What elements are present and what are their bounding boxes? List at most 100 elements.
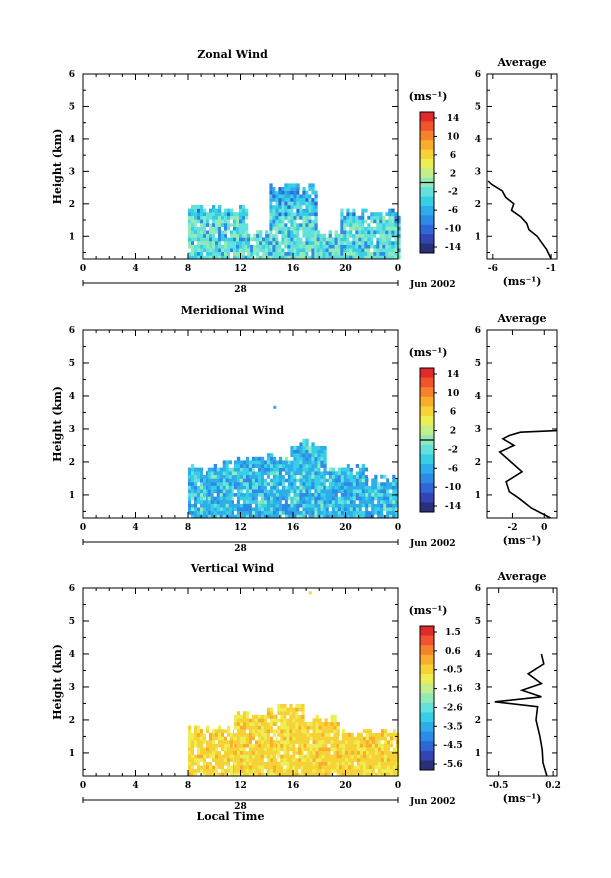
heatmap-cell (266, 743, 271, 748)
average-title: Average (496, 56, 546, 69)
x-tick-label: 20 (339, 264, 352, 274)
colorbar-swatch (420, 464, 434, 474)
heatmap-cell (236, 765, 241, 770)
heatmap-cell (227, 740, 231, 744)
heatmap-cell (236, 471, 241, 476)
heatmap-cell (346, 464, 351, 468)
heatmap-cell (248, 761, 253, 766)
heatmap-cell (379, 223, 383, 227)
heatmap-cell (236, 255, 240, 260)
heatmap-cell (286, 711, 290, 716)
heatmap-cell (281, 219, 285, 224)
heatmap-cell (188, 251, 192, 256)
heatmap-cell (275, 197, 279, 202)
heatmap-cell (340, 489, 345, 494)
heatmap-cell (346, 514, 351, 519)
y-tick-label: 6 (69, 326, 75, 336)
heatmap-cell (278, 212, 282, 217)
heatmap-cell (315, 729, 319, 734)
average-frame (486, 587, 558, 777)
heatmap-cell (197, 740, 201, 744)
heatmap-cell (301, 714, 305, 719)
heatmap-cell (272, 510, 277, 515)
heatmap-cell (298, 722, 302, 726)
heatmap-cell (305, 467, 309, 472)
heatmap-cell (308, 507, 312, 512)
heatmap-cell (305, 464, 309, 468)
heatmap-cell (341, 747, 346, 752)
heatmap-cell (269, 223, 273, 227)
average-y-tick-label: 2 (475, 716, 481, 726)
heatmap-cell (386, 510, 390, 515)
heatmap-cell (284, 471, 289, 476)
average-y-tick-label: 5 (475, 102, 481, 112)
heatmap-cell (200, 478, 204, 483)
heatmap-cell (336, 758, 340, 762)
heatmap-cell (355, 237, 359, 242)
colorbar-label: 6 (450, 151, 456, 161)
heatmap-cell (248, 743, 253, 748)
heatmap-cell (248, 736, 253, 741)
heatmap-cell (395, 500, 399, 504)
heatmap-cell (287, 503, 292, 508)
heatmap-cell (290, 489, 294, 494)
heatmap-cell (352, 241, 356, 245)
heatmap-cell (219, 478, 223, 483)
panel-title: Meridional Wind (181, 304, 285, 317)
heatmap-cell (343, 478, 348, 483)
heatmap-cell (265, 244, 269, 249)
heatmap-cell (257, 758, 262, 762)
heatmap-cell (296, 205, 300, 209)
heatmap-cell (188, 740, 192, 744)
heatmap-cell (340, 471, 345, 476)
heatmap-cell (242, 233, 246, 238)
heatmap-cell (191, 507, 195, 512)
heatmap-cell (344, 750, 349, 755)
heatmap-cell (224, 223, 228, 227)
heatmap-cell (188, 761, 192, 766)
average-x-tick-label: -1 (546, 264, 556, 274)
heatmap-cell (293, 510, 297, 515)
heatmap-cell (389, 489, 393, 494)
heatmap-cell (306, 725, 310, 730)
heatmap-cell (356, 750, 361, 755)
heatmap-cell (327, 732, 331, 737)
heatmap-cell (197, 725, 201, 730)
heatmap-cell (355, 503, 360, 508)
heatmap-cell (239, 772, 244, 777)
heatmap-cell (308, 485, 312, 490)
heatmap-cell (269, 714, 274, 719)
heatmap-cell (383, 754, 388, 759)
heatmap-cell (327, 743, 331, 748)
heatmap-cell (287, 471, 292, 476)
heatmap-cell (266, 489, 271, 494)
heatmap-cell (293, 205, 297, 209)
heatmap-cell (334, 496, 339, 501)
heatmap-cell (295, 765, 299, 770)
heatmap-cell (233, 761, 238, 766)
heatmap-cell (293, 241, 297, 245)
heatmap-cell (293, 248, 297, 253)
heatmap-cell (233, 474, 238, 479)
heatmap-cell (350, 747, 355, 752)
heatmap-cell (260, 485, 265, 490)
heatmap-cell (358, 471, 363, 476)
heatmap-cell (296, 244, 300, 249)
heatmap-cell (364, 474, 369, 479)
heatmap-cell (188, 729, 192, 734)
heatmap-cell (353, 740, 358, 744)
heatmap-cell (305, 197, 309, 202)
heatmap-cell (228, 474, 232, 479)
heatmap-cell (242, 460, 247, 465)
heatmap-cell (266, 503, 271, 508)
heatmap-cell (308, 453, 312, 458)
heatmap-cell (340, 507, 345, 512)
heatmap-cell (386, 485, 390, 490)
heatmap-cell (374, 489, 378, 494)
heatmap-cell (389, 482, 393, 486)
heatmap-cell (263, 714, 268, 719)
heatmap-cell (337, 503, 342, 508)
heatmap-cell (197, 482, 201, 486)
heatmap-cell (349, 464, 354, 468)
heatmap-cell (341, 750, 346, 755)
